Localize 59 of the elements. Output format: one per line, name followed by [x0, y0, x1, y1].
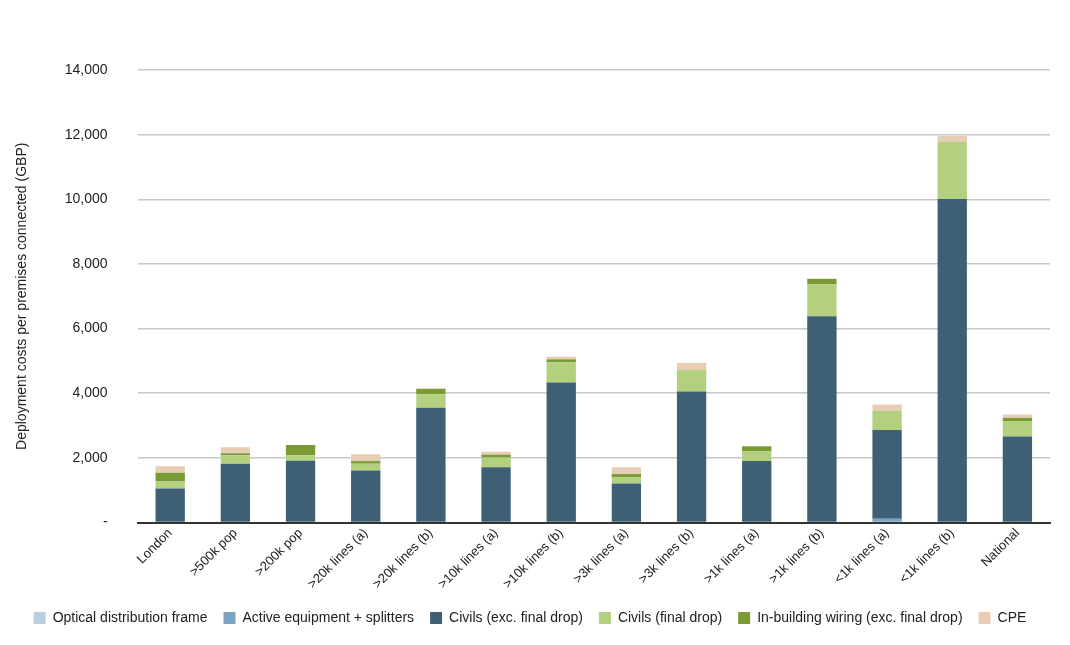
bar [351, 470, 381, 522]
bar [676, 362, 707, 370]
bar [611, 483, 642, 522]
legend-label: Active equipment + splitters [242, 608, 415, 625]
legend-label: Civils (final drop) [617, 608, 723, 625]
bar [807, 316, 837, 522]
bar [155, 481, 185, 489]
bar [611, 467, 642, 475]
bar [937, 135, 967, 142]
y-tick-label: 6,000 [72, 319, 108, 336]
bar [155, 488, 185, 522]
bar [1002, 421, 1033, 437]
bar [220, 455, 251, 464]
legend-label: CPE [997, 608, 1027, 625]
bar [155, 472, 185, 482]
bar [351, 454, 381, 462]
bar [611, 474, 642, 477]
bar [742, 461, 772, 522]
bar [937, 198, 967, 522]
bar [220, 463, 251, 522]
bar [285, 460, 316, 522]
bar [481, 467, 511, 522]
y-axis-title: Deployment costs per premises connected (GBP) [13, 142, 30, 450]
bar [285, 444, 316, 456]
bar [351, 461, 381, 464]
bar [807, 284, 837, 317]
bar [937, 141, 967, 199]
bar [416, 394, 446, 408]
bar [546, 382, 576, 522]
bar [676, 369, 707, 392]
bar [1002, 436, 1033, 522]
y-tick-label: - [102, 513, 108, 530]
bar [220, 447, 251, 454]
bar [742, 446, 772, 452]
bar [1002, 417, 1033, 422]
bar [481, 457, 511, 468]
bar [872, 411, 902, 431]
bar [546, 362, 576, 383]
y-tick-label: 2,000 [72, 448, 108, 465]
legend-label: Civils (exc. final drop) [449, 608, 583, 625]
bar [611, 476, 642, 484]
bar [676, 391, 707, 522]
bar [742, 451, 772, 462]
bar [807, 278, 837, 285]
y-tick-label: 12,000 [64, 125, 108, 142]
bar [1002, 414, 1033, 418]
bar [285, 455, 316, 461]
bar [416, 388, 446, 395]
y-tick-label: 10,000 [64, 190, 108, 207]
y-tick-label: 8,000 [72, 254, 108, 271]
bar [872, 404, 902, 412]
bar [872, 518, 902, 522]
bar [416, 407, 446, 522]
legend-label: In-building wiring (exc. final drop) [757, 608, 963, 625]
legend-label: Optical distribution frame [52, 608, 208, 625]
bar [872, 430, 902, 519]
bar [155, 466, 185, 473]
y-tick-label: 4,000 [72, 384, 108, 401]
y-tick-label: 14,000 [64, 60, 108, 77]
